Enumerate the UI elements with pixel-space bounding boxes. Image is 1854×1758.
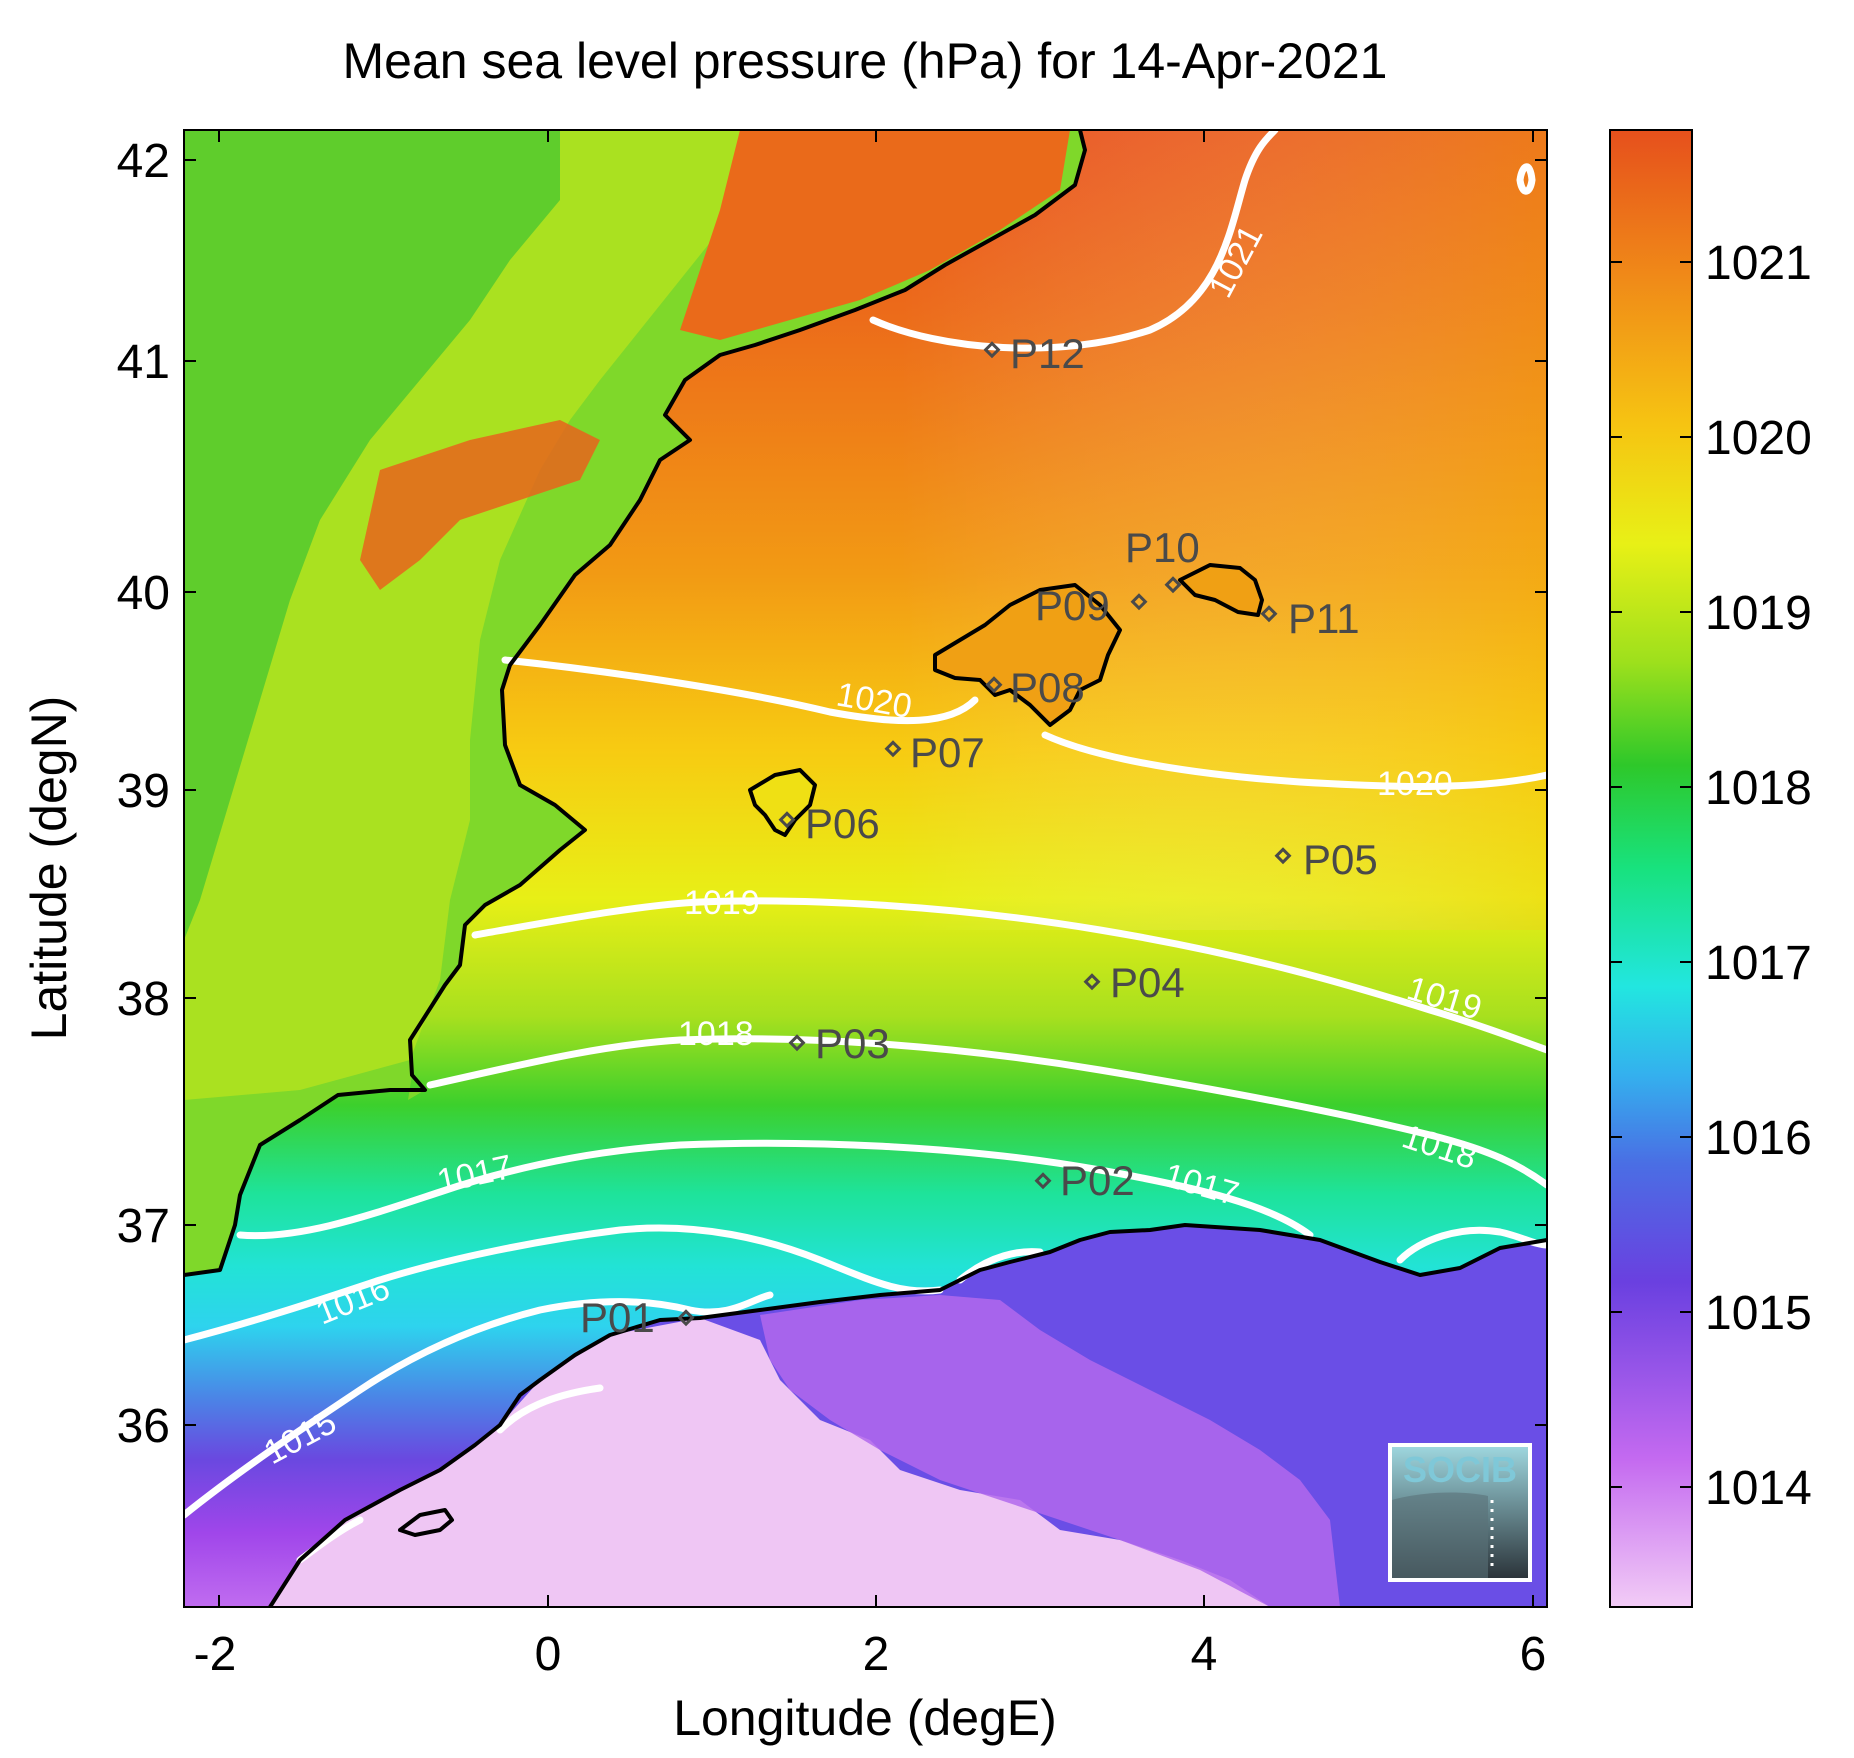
y-tick-label: 37 [117, 1200, 170, 1253]
ibiza-island [750, 770, 815, 835]
station-p04[interactable]: P04 [1083, 959, 1185, 1006]
plot-area: 1021 1020 1020 1019 1019 1018 1018 1017 … [184, 130, 1547, 1607]
isobar-1018 [426, 1035, 1547, 1189]
station-label: P08 [1010, 664, 1085, 711]
station-p08[interactable]: P08 [985, 664, 1085, 711]
station-p02[interactable]: P02 [1034, 1157, 1135, 1204]
colorbar-tick-label: 1020 [1705, 412, 1812, 465]
station-label: P10 [1125, 524, 1200, 571]
y-tick-label: 42 [117, 135, 170, 188]
station-label: P04 [1110, 959, 1185, 1006]
station-label: P03 [815, 1020, 890, 1067]
station-label: P07 [910, 729, 985, 776]
x-tick-label: 0 [535, 1628, 562, 1681]
map-title: Mean sea level pressure (hPa) for 14-Apr… [343, 33, 1388, 89]
isobar-1021-closed [1516, 163, 1536, 195]
contour-label: 1018 [678, 1015, 754, 1053]
colorbar-tick-label: 1015 [1705, 1287, 1812, 1340]
station-label: P12 [1010, 330, 1085, 377]
colorbar-tick-label: 1021 [1705, 237, 1812, 290]
station-p11[interactable]: P11 [1260, 595, 1360, 642]
x-axis-label: Longitude (degE) [673, 1690, 1057, 1746]
iberia-highlands [184, 130, 560, 940]
contour-label: 1019 [684, 884, 760, 922]
station-label: P01 [580, 1294, 655, 1341]
station-label: P05 [1303, 836, 1378, 883]
north-africa-violet [760, 1295, 1340, 1607]
isobar-1016 [184, 1224, 1044, 1344]
iberia-coastline [184, 130, 1087, 1277]
colorbar-tick-label: 1019 [1705, 587, 1812, 640]
station-p01[interactable]: P01 [580, 1294, 695, 1341]
station-p09[interactable]: P09 [1035, 582, 1148, 629]
x-tick-label: 6 [1520, 1628, 1547, 1681]
menorca-coastline [1178, 563, 1264, 617]
colorbar-tick-label: 1016 [1705, 1112, 1812, 1165]
plot-frame [183, 129, 1548, 1608]
station-p07[interactable]: P07 [884, 729, 985, 776]
y-tick-label: 38 [117, 973, 170, 1026]
colorbar: 1021 1020 1019 1018 1017 1016 1015 1014 [1609, 129, 1812, 1608]
y-axis-ticks [184, 159, 1547, 1426]
y-axis-label: Latitude (degN) [21, 696, 77, 1041]
y-tick-label: 39 [117, 765, 170, 818]
x-tick-label: -2 [194, 1628, 237, 1681]
coastline [184, 130, 1547, 1607]
y-tick-label: 41 [117, 336, 170, 389]
colorbar-gradient [1609, 129, 1693, 1608]
isobar-1021 [869, 130, 1279, 352]
station-label: P02 [1060, 1157, 1135, 1204]
iberia-hot-spots [360, 420, 600, 590]
station-label: P06 [805, 800, 880, 847]
station-p10[interactable]: P10 [1125, 524, 1200, 594]
stations: P01 P02 P03 P04 P05 P06 [580, 330, 1378, 1341]
alboran-island-coastline [398, 1508, 454, 1537]
station-p06[interactable]: P06 [778, 800, 880, 847]
x-tick-label: 4 [1191, 1628, 1218, 1681]
logo-text: SOCIB [1403, 1449, 1517, 1490]
isobar-1020 [501, 656, 1547, 790]
logo-mark [1392, 1492, 1488, 1578]
contour-label: 1020 [1377, 765, 1453, 803]
station-p12[interactable]: P12 [983, 330, 1085, 377]
north-africa-pink [270, 1318, 1270, 1607]
x-axis-ticks [218, 130, 1534, 1607]
isobar-1019 [471, 897, 1547, 1054]
colorbar-tick-label: 1018 [1705, 762, 1812, 815]
africa-coastline [268, 1223, 1547, 1607]
station-p05[interactable]: P05 [1274, 836, 1378, 883]
isobars [184, 130, 1547, 1564]
mallorca-island [935, 585, 1120, 725]
station-label: P11 [1288, 595, 1360, 642]
iberia-orange-upland [680, 130, 1070, 340]
colorbar-tick-label: 1014 [1705, 1462, 1812, 1515]
socib-logo: SOCIB [1388, 1443, 1532, 1582]
mallorca-coastline [933, 583, 1122, 727]
station-p03[interactable]: P03 [788, 1020, 890, 1067]
menorca-island [1180, 565, 1262, 615]
x-tick-label: 2 [863, 1628, 890, 1681]
y-tick-label: 40 [117, 567, 170, 620]
station-label: P09 [1035, 582, 1110, 629]
east-shading [900, 130, 1547, 930]
colorbar-tick-label: 1017 [1705, 937, 1812, 990]
y-tick-label: 36 [117, 1400, 170, 1453]
